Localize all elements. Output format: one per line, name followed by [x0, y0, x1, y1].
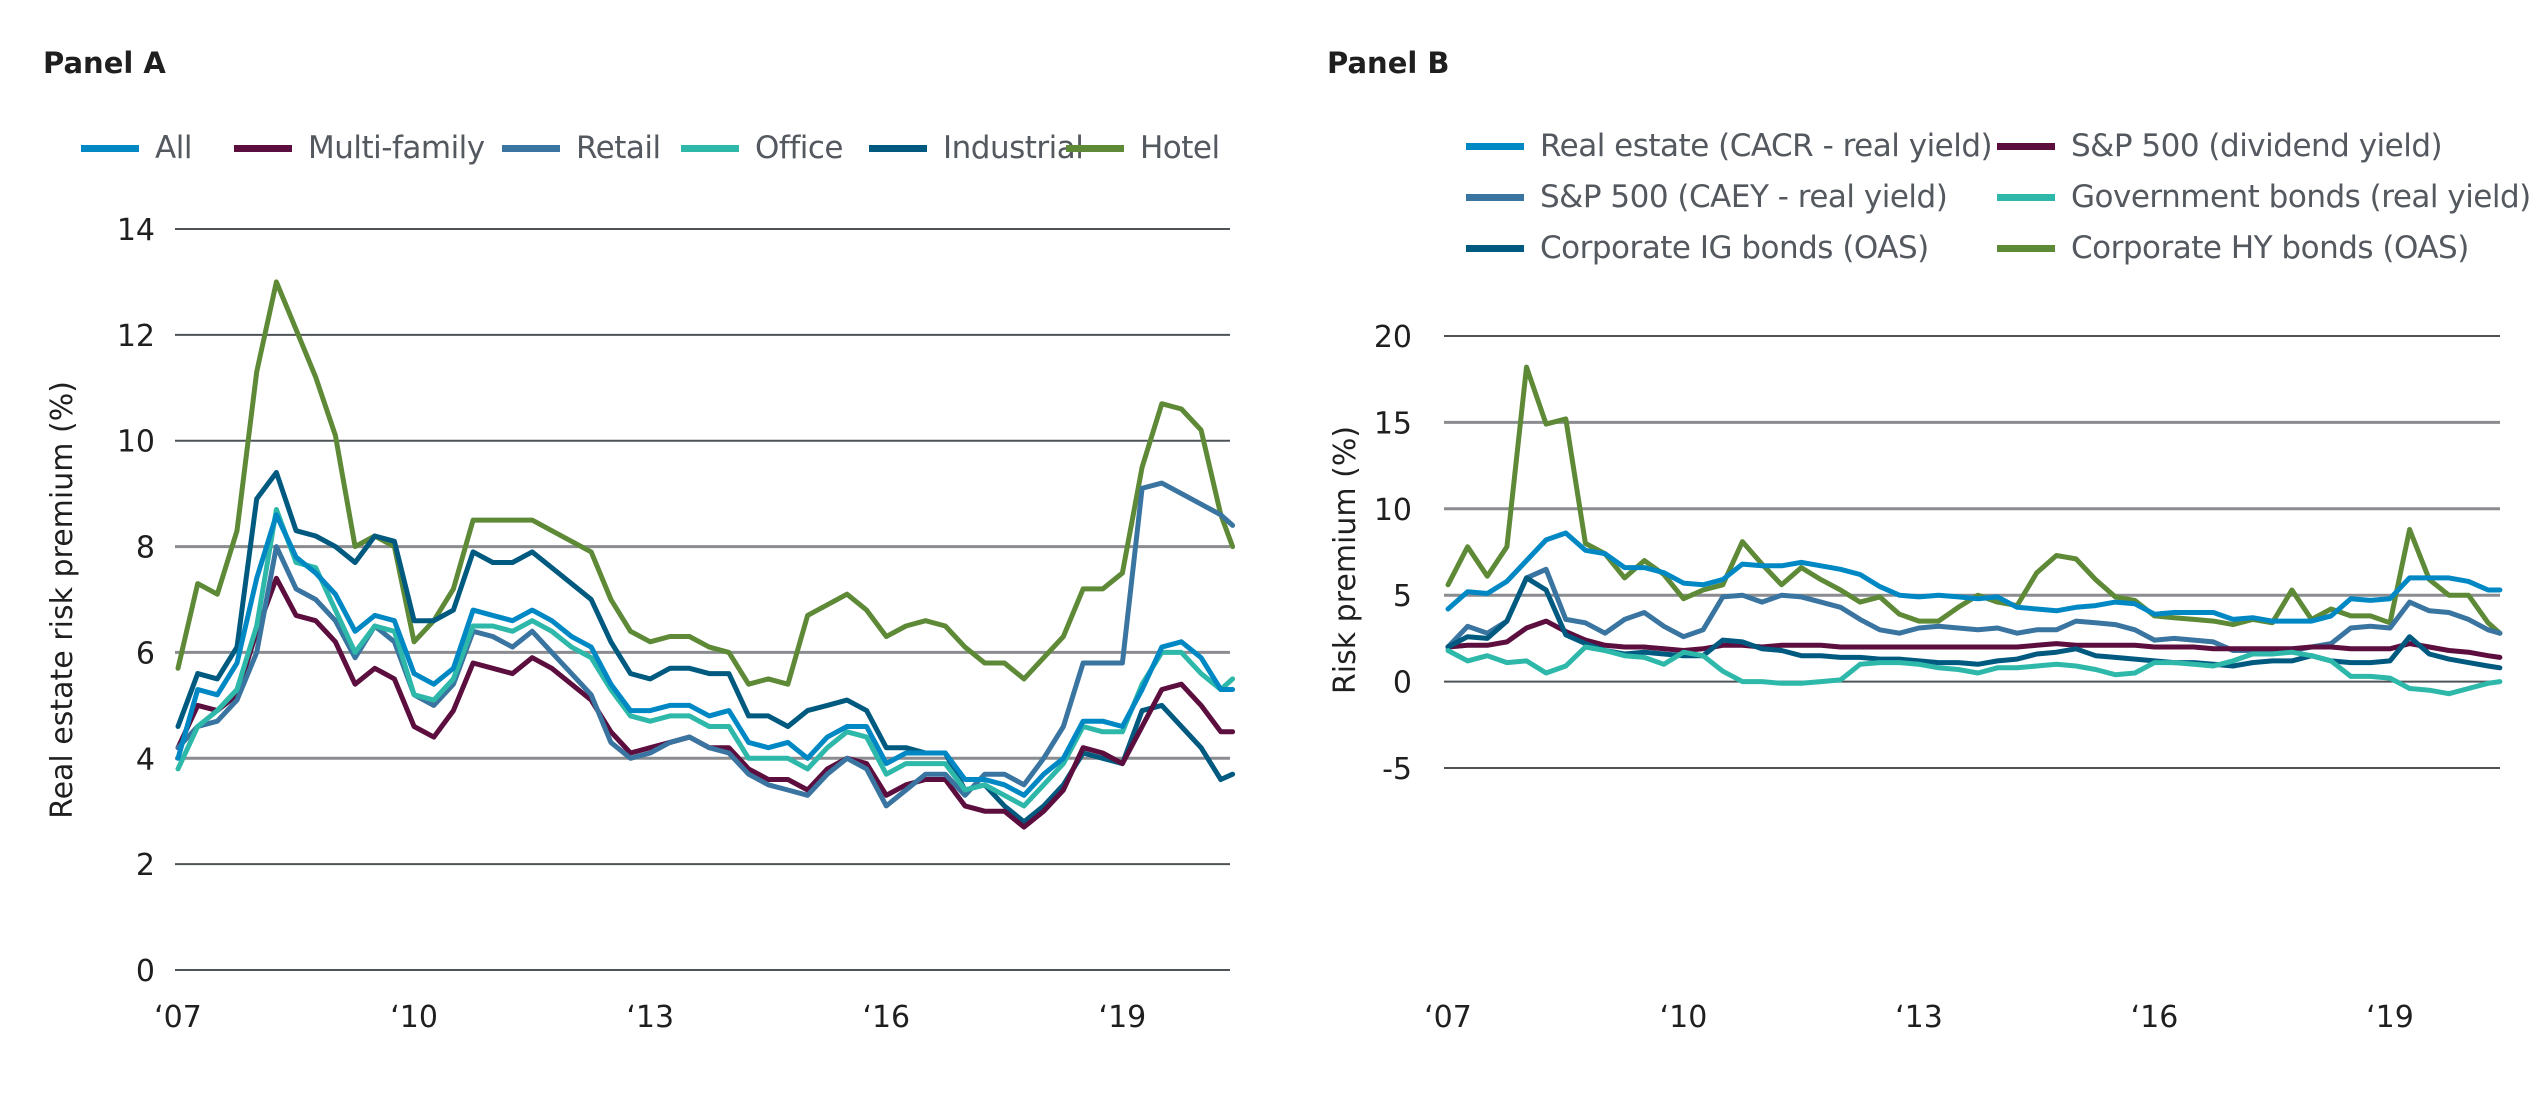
- series-line-s-p-500-dividend-yield: [1445, 618, 2503, 660]
- x-tick-label: ‘19: [1099, 1000, 1147, 1035]
- legend-item-corporate-hy-bonds-oas: Corporate HY bonds (OAS): [1997, 228, 2469, 268]
- y-tick-label: 20: [1374, 320, 1412, 355]
- y-tick-label: 6: [136, 636, 155, 671]
- legend-item-office: Office: [681, 128, 843, 168]
- legend-item-s-p-500-dividend-yield: S&P 500 (dividend yield): [1997, 126, 2443, 166]
- x-tick-label: ‘16: [2131, 1000, 2179, 1035]
- series-line-real-estate-cacr-real-yield: [1445, 530, 2503, 624]
- legend-label: All: [155, 130, 192, 166]
- x-tick-label: ‘19: [2366, 1000, 2414, 1035]
- legend-swatch: [1997, 193, 2055, 201]
- x-tick-label: ‘13: [626, 1000, 674, 1035]
- y-tick-label: 2: [136, 848, 155, 883]
- legend-swatch: [681, 144, 739, 152]
- legend-swatch: [234, 144, 292, 152]
- x-tick-label: ‘13: [1895, 1000, 1943, 1035]
- y-tick-label: 4: [136, 742, 155, 777]
- legend-label: Hotel: [1140, 130, 1220, 166]
- legend-label: S&P 500 (CAEY - real yield): [1540, 179, 1948, 215]
- legend-label: Corporate HY bonds (OAS): [2071, 230, 2469, 266]
- legend-label: Multi-family: [308, 130, 485, 166]
- legend-item-s-p-500-caey-real-yield: S&P 500 (CAEY - real yield): [1466, 177, 1948, 217]
- y-tick-label: 10: [117, 425, 155, 460]
- legend-item-all: All: [81, 128, 192, 168]
- legend-swatch: [1466, 244, 1524, 252]
- legend-item-industrial: Industrial: [869, 128, 1084, 168]
- y-tick-label: 10: [1374, 493, 1412, 528]
- legend-swatch: [1466, 142, 1524, 150]
- legend-label: S&P 500 (dividend yield): [2071, 128, 2443, 164]
- panel-b-title: Panel B: [1327, 46, 1450, 80]
- y-axis-title: Real estate risk premium (%): [45, 381, 80, 819]
- y-tick-label: 15: [1374, 406, 1412, 441]
- y-tick-label: 8: [136, 531, 155, 566]
- legend-label: Office: [755, 130, 843, 166]
- legend-item-hotel: Hotel: [1066, 128, 1220, 168]
- legend-item-retail: Retail: [502, 128, 661, 168]
- legend-label: Real estate (CACR - real yield): [1540, 128, 1993, 164]
- panel-a-title: Panel A: [43, 46, 166, 80]
- legend-swatch: [1066, 144, 1124, 152]
- legend-label: Industrial: [943, 130, 1084, 166]
- legend-item-real-estate-cacr-real-yield: Real estate (CACR - real yield): [1466, 126, 1993, 166]
- y-tick-label: 5: [1393, 579, 1412, 614]
- y-tick-label: 0: [1393, 666, 1412, 701]
- legend-label: Government bonds (real yield): [2071, 179, 2531, 215]
- x-tick-label: ‘10: [1660, 1000, 1708, 1035]
- series-line-corporate-ig-bonds-oas: [1445, 575, 2503, 671]
- x-tick-label: ‘07: [154, 1000, 202, 1035]
- y-axis-title: Risk premium (%): [1328, 426, 1363, 694]
- panel-a-chart: 0 2 4 6 8 10 12 14 ‘07 ‘10 ‘13 ‘16 ‘19 Real estate ri…: [45, 213, 1236, 1035]
- series-line-office: [175, 507, 1236, 809]
- y-tick-label: -5: [1382, 752, 1412, 787]
- legend-label: Retail: [576, 130, 661, 166]
- x-tick-label: ‘16: [862, 1000, 910, 1035]
- y-tick-label: 14: [117, 213, 155, 248]
- legend-swatch: [1466, 193, 1524, 201]
- series-line-retail: [175, 480, 1236, 809]
- legend-swatch: [1997, 142, 2055, 150]
- panel-b-chart: -5 0 5 10 15 20 ‘07 ‘10 ‘13 ‘16 ‘19 Risk premium (%…: [1328, 320, 2503, 1035]
- series-line-all: [175, 512, 1236, 798]
- x-tick-label: ‘10: [390, 1000, 438, 1035]
- legend-item-multi-family: Multi-family: [234, 128, 485, 168]
- legend-label: Corporate IG bonds (OAS): [1540, 230, 1929, 266]
- series-line-hotel: [175, 279, 1236, 687]
- series-line-s-p-500-caey-real-yield: [1445, 566, 2503, 655]
- series-line-corporate-hy-bonds-oas: [1445, 364, 2503, 636]
- legend-swatch: [81, 144, 139, 152]
- legend-swatch: [502, 144, 560, 152]
- legend-item-government-bonds-real-yield: Government bonds (real yield): [1997, 177, 2531, 217]
- y-tick-label: 12: [117, 319, 155, 354]
- legend-swatch: [1997, 244, 2055, 252]
- legend-item-corporate-ig-bonds-oas: Corporate IG bonds (OAS): [1466, 228, 1929, 268]
- legend-swatch: [869, 144, 927, 152]
- series-line-government-bonds-real-yield: [1445, 644, 2503, 697]
- y-tick-label: 0: [136, 954, 155, 989]
- x-tick-label: ‘07: [1424, 1000, 1472, 1035]
